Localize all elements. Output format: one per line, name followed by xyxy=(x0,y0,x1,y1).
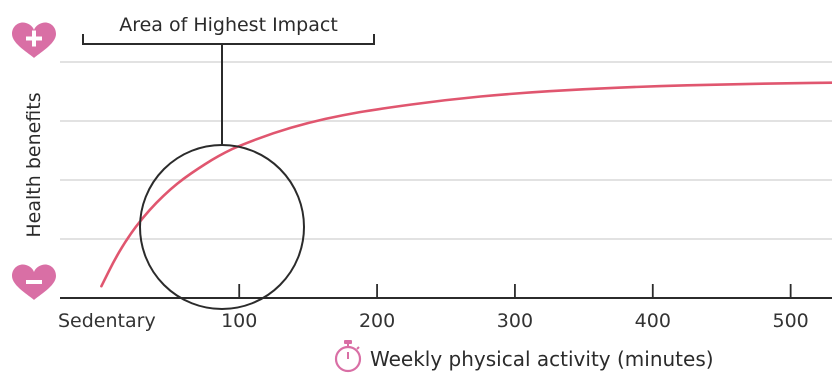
x-tick-label-2: 100 xyxy=(221,310,257,332)
annotation-bracket xyxy=(82,34,375,45)
series-line-1 xyxy=(100,81,832,288)
plot-area xyxy=(100,81,832,288)
x-tick-label-1: Sedentary xyxy=(58,310,156,332)
stopwatch-icon xyxy=(334,340,362,373)
y-axis-label: Health benefits xyxy=(23,92,45,237)
x-tick-label-3: 200 xyxy=(359,310,395,332)
x-axis-label: Weekly physical activity (minutes) xyxy=(370,347,714,371)
gridlines xyxy=(60,61,832,299)
annotation-label: Area of Highest Impact xyxy=(119,14,338,36)
x-tick-label-6: 500 xyxy=(773,310,809,332)
x-tick-label-5: 400 xyxy=(635,310,671,332)
heart-minus-icon xyxy=(12,264,56,300)
heart-plus-icon xyxy=(12,22,56,58)
x-axis-ticks: Sedentary 100 200 300 400 500 xyxy=(58,284,809,332)
highest-impact-circle xyxy=(139,144,305,310)
x-tick-label-4: 300 xyxy=(497,310,533,332)
highest-impact-annotation: Area of Highest Impact xyxy=(82,14,375,310)
